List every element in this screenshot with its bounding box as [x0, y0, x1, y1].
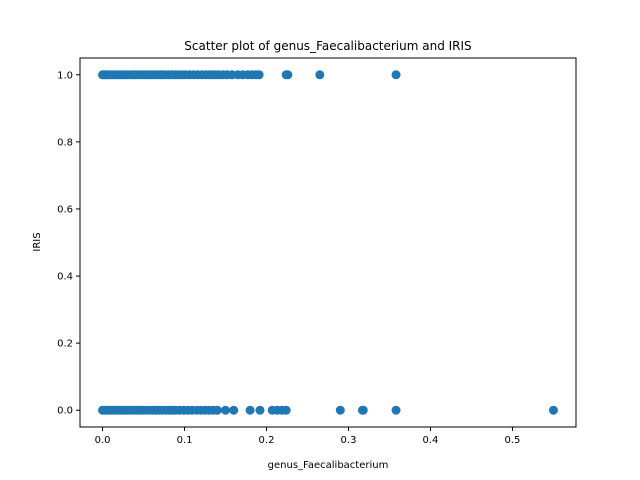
y-tick-label: 0.4	[57, 272, 73, 283]
x-tick-label: 0.5	[505, 435, 521, 446]
x-tick-label: 0.4	[423, 435, 439, 446]
x-tick-label: 0.1	[177, 435, 193, 446]
y-axis-ticks: 0.0 0.2 0.4 0.6 0.8 1.0	[57, 70, 80, 417]
data-point	[245, 405, 255, 415]
y-axis-label: IRIS	[32, 232, 43, 251]
y-tick-label: 1.0	[57, 70, 73, 81]
data-point	[358, 405, 368, 415]
data-point	[281, 405, 291, 415]
data-point	[391, 70, 401, 80]
data-point	[548, 405, 558, 415]
y-tick-label: 0.0	[57, 406, 73, 417]
data-point	[391, 405, 401, 415]
data-point	[229, 405, 239, 415]
x-axis-label: genus_Faecalibacterium	[268, 460, 389, 471]
y-tick-label: 0.2	[57, 339, 73, 350]
data-points	[98, 70, 558, 415]
data-point	[315, 70, 325, 80]
x-tick-label: 0.0	[95, 435, 111, 446]
data-point	[212, 405, 222, 415]
chart-title: Scatter plot of genus_Faecalibacterium a…	[184, 39, 471, 53]
x-tick-label: 0.3	[341, 435, 357, 446]
x-tick-label: 0.2	[259, 435, 275, 446]
data-point	[254, 70, 264, 80]
data-point	[335, 405, 345, 415]
plot-area-frame	[79, 57, 577, 428]
data-point	[283, 70, 293, 80]
x-axis-ticks: 0.0 0.1 0.2 0.3 0.4 0.5	[95, 427, 521, 446]
y-tick-label: 0.8	[57, 137, 73, 148]
data-point	[255, 405, 265, 415]
data-point	[221, 405, 231, 415]
y-tick-label: 0.6	[57, 204, 73, 215]
